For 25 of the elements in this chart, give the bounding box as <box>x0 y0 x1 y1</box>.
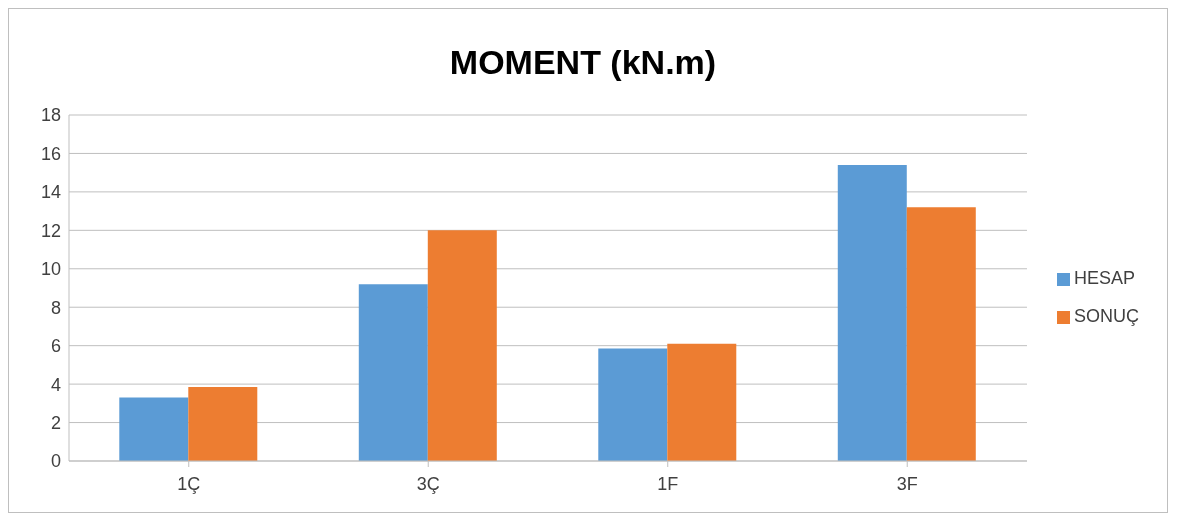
bar <box>837 164 907 461</box>
y-tick-label: 18 <box>40 105 61 126</box>
y-tick-label: 14 <box>40 182 61 203</box>
bar <box>906 207 976 461</box>
y-tick-label: 4 <box>50 374 61 395</box>
y-tick-label: 0 <box>50 451 61 472</box>
chart-title: MOMENT (kN.m) <box>448 43 718 83</box>
bar <box>358 284 428 461</box>
legend-label: SONUÇ <box>1073 306 1139 326</box>
bar <box>119 397 189 461</box>
bar <box>667 343 737 461</box>
y-tick-label: 10 <box>40 259 61 280</box>
y-tick-label: 12 <box>40 220 61 241</box>
x-tick-label: 1F <box>657 473 679 494</box>
x-tick-label: 1Ç <box>177 473 201 494</box>
x-tick-label: 3F <box>896 473 918 494</box>
y-tick-label: 8 <box>50 297 61 318</box>
y-tick-label: 16 <box>40 143 61 164</box>
bar <box>598 348 668 461</box>
bar <box>188 386 258 461</box>
y-tick-label: 2 <box>50 412 61 433</box>
x-tick-label: 3Ç <box>416 473 440 494</box>
legend-label: HESAP <box>1073 268 1136 288</box>
y-tick-label: 6 <box>50 336 61 357</box>
bar <box>427 230 497 461</box>
